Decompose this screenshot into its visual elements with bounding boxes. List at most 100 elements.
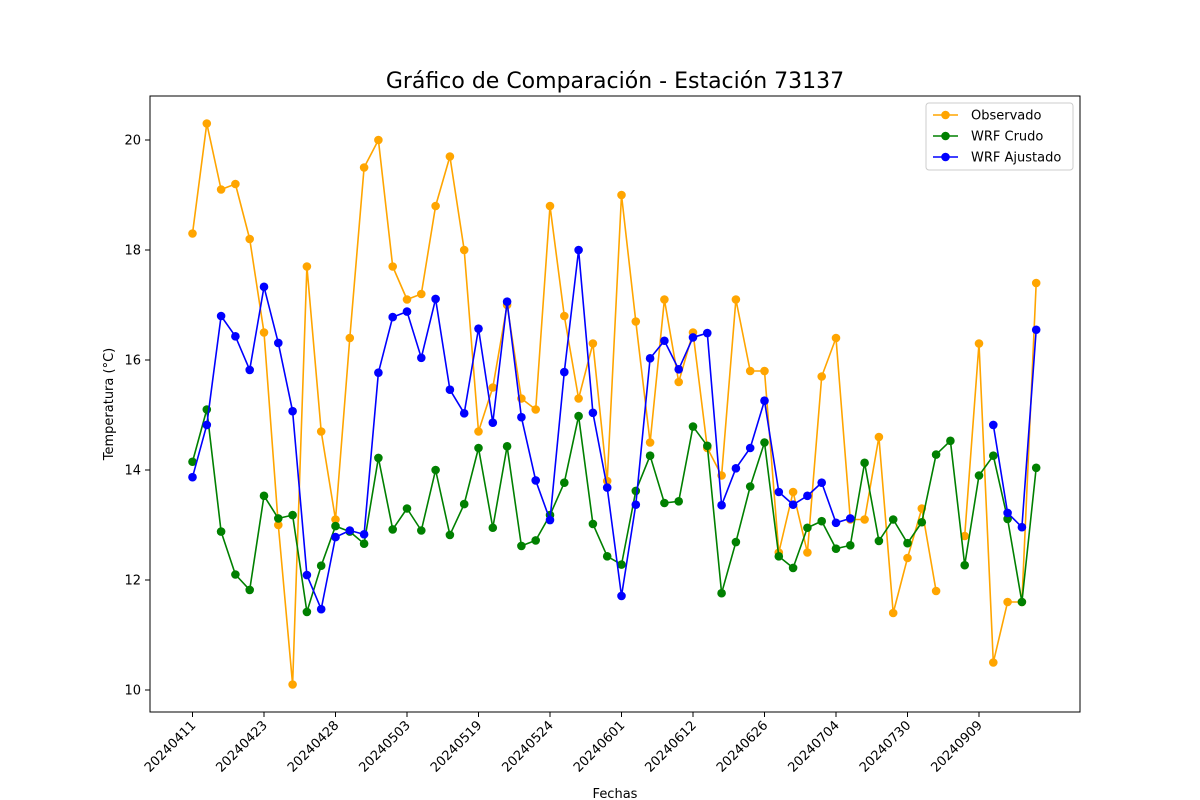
data-point [602, 483, 612, 492]
data-point [574, 411, 583, 421]
data-point [188, 472, 197, 482]
data-point [631, 317, 641, 326]
y-tick-label: 20 [124, 134, 141, 149]
data-point [774, 552, 784, 561]
data-point [1003, 514, 1012, 524]
data-point [216, 185, 226, 194]
data-point [459, 245, 469, 255]
legend-marker [941, 131, 950, 141]
data-point [216, 527, 226, 536]
data-point [560, 311, 569, 321]
data-point [245, 234, 254, 244]
data-point [245, 365, 254, 375]
data-point [231, 179, 240, 189]
data-point [674, 377, 683, 387]
data-point [760, 438, 769, 447]
data-point [817, 516, 826, 526]
y-tick-label: 12 [124, 574, 141, 589]
data-point [459, 499, 469, 509]
data-point [760, 366, 769, 376]
data-point [316, 561, 326, 570]
data-point [488, 418, 498, 428]
data-point [359, 163, 369, 172]
data-point [645, 354, 655, 363]
data-point [431, 294, 440, 304]
data-point [602, 552, 612, 561]
data-point [445, 152, 455, 161]
data-point [517, 541, 526, 551]
data-point [274, 514, 283, 523]
data-point [674, 365, 683, 374]
data-point [688, 422, 698, 431]
data-point [259, 491, 269, 501]
data-point [645, 451, 655, 461]
series-2 [188, 245, 1041, 614]
data-point [545, 201, 555, 211]
data-point [860, 515, 869, 524]
data-point [617, 190, 626, 200]
data-point [231, 332, 240, 341]
data-point [745, 443, 755, 453]
data-point [374, 135, 383, 145]
data-point [888, 608, 898, 618]
data-point [359, 530, 369, 539]
data-point [717, 588, 726, 598]
data-point [803, 523, 812, 533]
data-point [960, 531, 969, 541]
data-point [588, 339, 598, 348]
data-point [1031, 325, 1041, 335]
data-point [1003, 508, 1012, 518]
data-point [645, 438, 655, 447]
data-point [846, 514, 855, 523]
data-point [374, 453, 383, 463]
data-point [846, 541, 855, 550]
data-point [874, 432, 884, 442]
data-point [388, 262, 398, 271]
data-point [231, 570, 240, 579]
data-point [402, 295, 412, 304]
y-axis: 10 12 14 16 18 20 [124, 134, 150, 699]
data-point [974, 339, 984, 348]
legend-marker [941, 110, 950, 120]
data-point [445, 385, 455, 395]
data-point [417, 289, 426, 299]
data-point [288, 406, 297, 416]
data-point [731, 295, 741, 304]
data-point [388, 525, 398, 534]
data-point [917, 517, 927, 527]
data-point [274, 520, 283, 530]
x-axis-label: Fechas [593, 787, 638, 800]
data-point [345, 526, 355, 535]
data-point [188, 457, 197, 467]
data-point [903, 538, 912, 548]
data-point [259, 328, 269, 337]
legend-frame [925, 102, 1074, 171]
data-point [474, 427, 483, 436]
data-point [688, 333, 698, 342]
data-point [989, 451, 998, 461]
data-point [731, 464, 741, 473]
legend-label: WRF Ajustado [971, 151, 1061, 166]
chart-title: Gráfico de Comparación - Estación 73137 [386, 69, 844, 94]
y-tick-label: 10 [124, 684, 141, 699]
data-point [302, 262, 312, 271]
data-point [560, 367, 569, 377]
data-point [660, 498, 669, 508]
data-point [474, 324, 483, 333]
data-point [989, 420, 998, 430]
data-point [888, 515, 898, 524]
data-point [703, 441, 712, 451]
data-point [931, 586, 941, 596]
data-point [831, 333, 841, 343]
data-point [874, 536, 884, 546]
data-point [331, 521, 340, 531]
data-point [417, 526, 426, 535]
data-point [545, 515, 555, 525]
data-point [345, 333, 355, 343]
data-point [1017, 597, 1027, 607]
data-point [574, 394, 583, 403]
data-point [1031, 463, 1041, 473]
data-point [502, 297, 512, 307]
data-point [488, 383, 498, 392]
